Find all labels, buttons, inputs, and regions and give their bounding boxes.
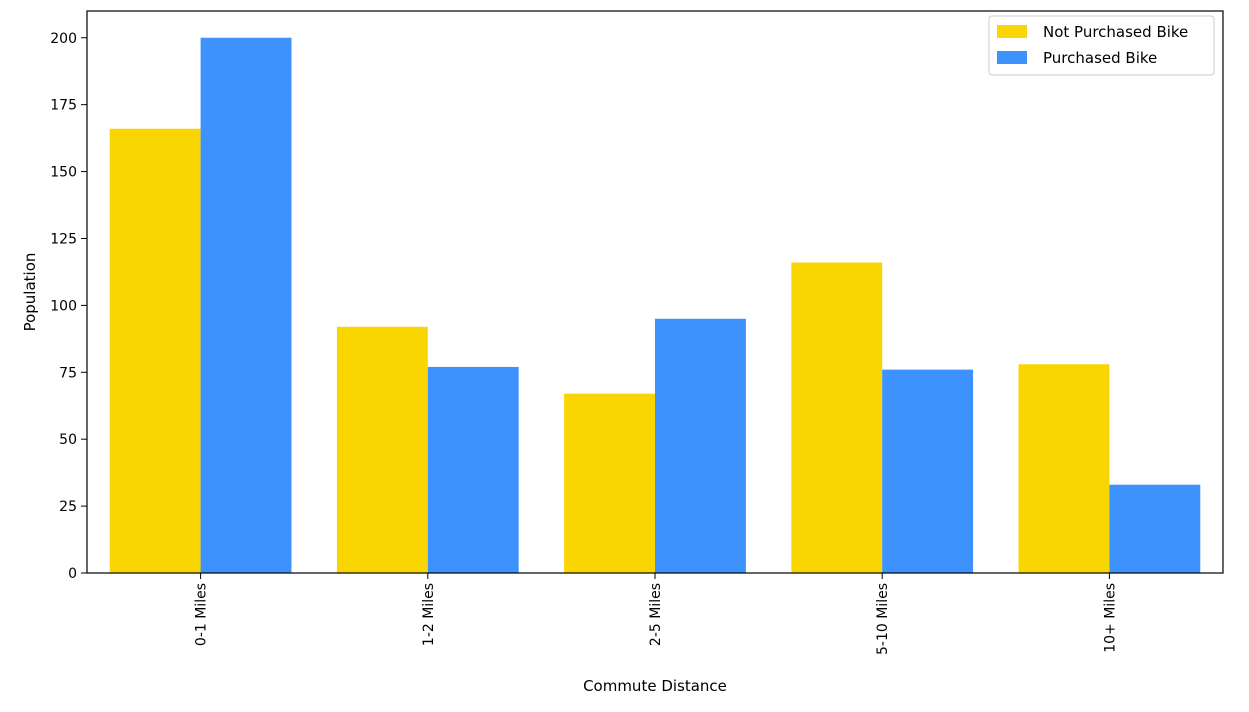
bar-purchased-bike-5: [1109, 484, 1201, 573]
bar-not-purchased-bike-5: [1018, 364, 1110, 573]
y-tick-label: 175: [50, 98, 77, 114]
legend-swatch-not-purchased: [997, 25, 1027, 38]
bar-not-purchased-bike-4: [791, 262, 883, 573]
bar-purchased-bike-4: [882, 369, 974, 573]
bar-not-purchased-bike-2: [336, 326, 428, 573]
bar-purchased-bike-3: [655, 318, 746, 573]
x-axis: 0-1 Miles 1-2 Miles 2-5 Miles 5-10 Miles 10+…: [194, 573, 1118, 655]
y-tick-label: 0: [68, 566, 77, 582]
y-tick-label: 25: [59, 499, 77, 515]
bars-layer: [109, 37, 1201, 573]
bar-not-purchased-bike-1: [109, 128, 201, 573]
y-tick-label: 75: [59, 365, 77, 381]
legend-label-purchased: Purchased Bike: [1043, 49, 1157, 67]
x-tick-label: 10+ Miles: [1102, 583, 1118, 653]
y-axis-title: Population: [21, 253, 39, 332]
y-tick-label: 50: [59, 432, 77, 448]
bar-not-purchased-bike-3: [564, 393, 655, 573]
y-tick-label: 100: [50, 298, 77, 314]
legend-label-not-purchased: Not Purchased Bike: [1043, 23, 1188, 41]
y-axis: 0 25 50 75 100 125 150 175 200: [50, 31, 87, 582]
x-tick-label: 1-2 Miles: [421, 583, 437, 646]
x-axis-title: Commute Distance: [583, 677, 727, 695]
bar-purchased-bike-2: [427, 366, 519, 573]
x-tick-label: 2-5 Miles: [648, 583, 664, 646]
x-tick-label: 5-10 Miles: [875, 583, 891, 655]
legend-box: [988, 15, 1215, 76]
y-tick-label: 150: [50, 165, 77, 181]
legend-swatch-purchased: [997, 51, 1027, 64]
legend: Not Purchased Bike Purchased Bike: [988, 15, 1215, 76]
y-tick-label: 200: [50, 31, 77, 47]
y-tick-label: 125: [50, 231, 77, 247]
bar-purchased-bike-1: [200, 37, 292, 573]
x-tick-label: 0-1 Miles: [194, 583, 210, 646]
